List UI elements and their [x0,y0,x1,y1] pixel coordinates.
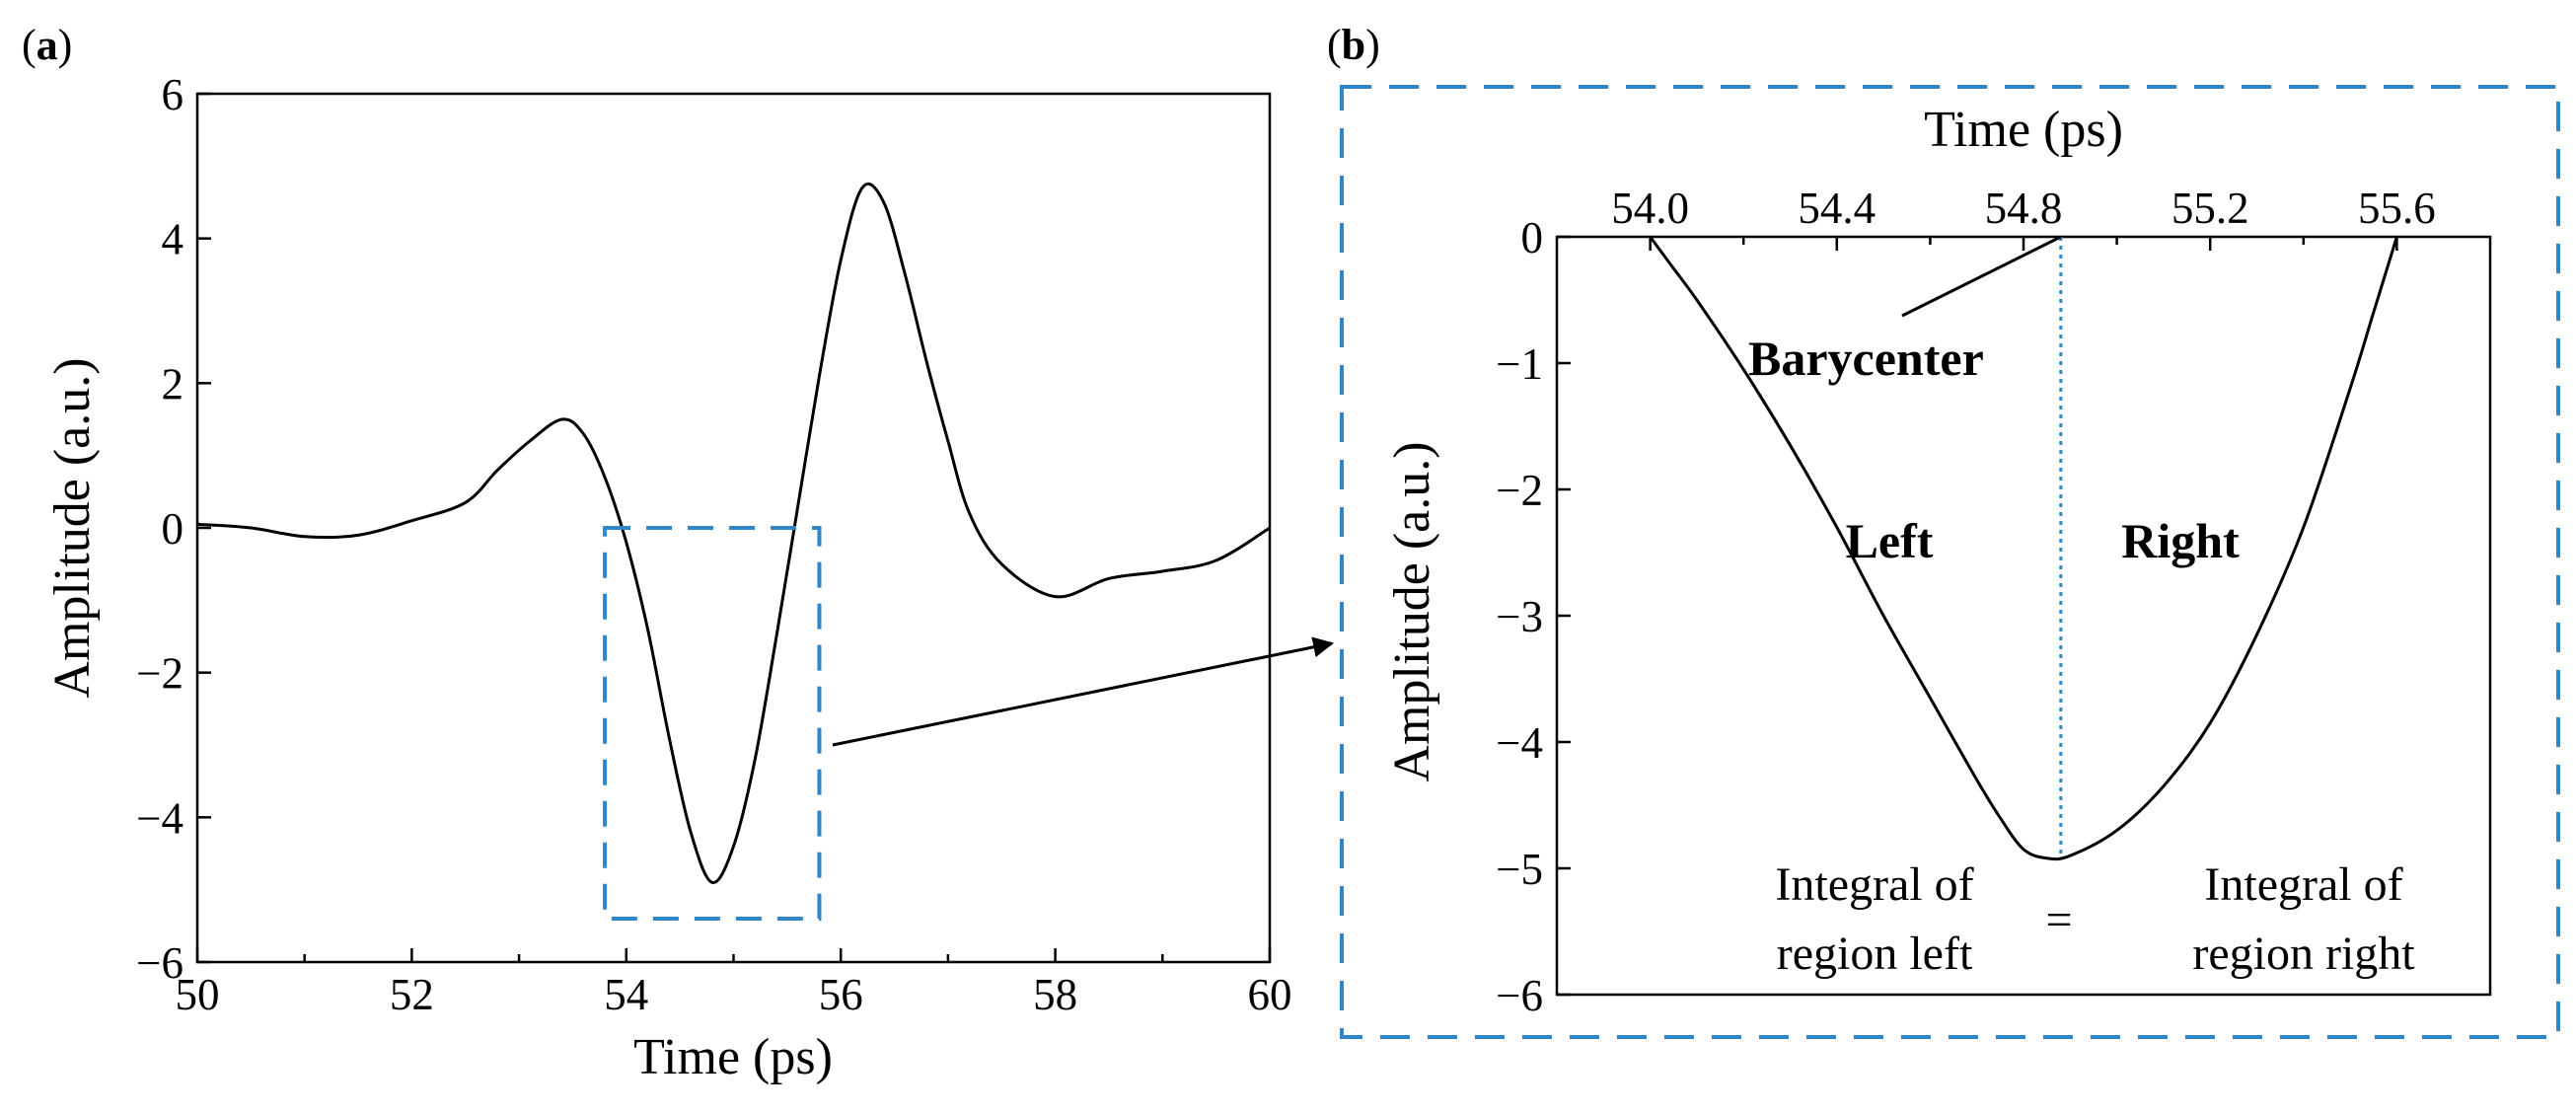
panel-b: (b) 0 −1 −2 −3 −4 −5 −6 54.0 54.4 54.8 55.2 55.6 T… [1327,21,2560,1039]
a-xtick-label: 58 [1033,970,1077,1019]
panel-a-zoom-box [603,526,822,921]
barycenter-pointer [1901,235,2062,318]
panel-b-ylabel: Amplitude (a.u.) [1384,441,1440,781]
integral-left-line1: Integral of [1775,858,1973,911]
a-ytick-label: −2 [136,649,184,699]
panel-b-xlabel: Time (ps) [1924,102,2123,158]
integral-right-line2: region right [2192,928,2415,980]
panel-a-ylabel: Amplitude (a.u.) [44,357,101,698]
b-ytick-label: −3 [1496,592,1543,641]
a-ytick-label: −6 [136,938,184,988]
panel-a-letter: a [37,21,58,69]
left-region-label: Left [1846,513,1934,568]
b-xtick-label: 54.8 [1985,184,2063,233]
panel-a-waveform-line [196,182,1271,884]
integral-left-line2: region left [1777,928,1973,980]
a-xtick-label: 52 [390,970,434,1019]
b-ytick-label: −5 [1496,845,1543,894]
a-xtick-label: 50 [176,970,220,1019]
right-region-label: Right [2121,513,2240,568]
barycenter-label: Barycenter [1748,331,1984,386]
panel-a-xlabel: Time (ps) [633,1029,833,1085]
a-ytick-label: 6 [162,70,184,119]
panel-b-waveform-line [1649,236,2398,861]
b-xtick-label: 55.2 [2171,184,2249,233]
b-ytick-label: −4 [1496,718,1543,768]
b-ytick-label: −6 [1496,971,1543,1020]
panel-a: (a) −6 −4 −2 0 2 4 6 50 52 54 56 58 60 Time (ps) Am… [22,21,1292,1085]
b-ytick-label: 0 [1521,213,1544,262]
panel-a-x-axis: 50 52 54 56 58 60 [176,948,1292,1019]
b-ytick-label: −1 [1496,339,1543,389]
b-ytick-label: −2 [1496,466,1543,515]
zoom-connector-arrow [832,636,1335,747]
panel-a-label: (a) [22,21,72,69]
panel-b-dashed-border [1340,85,2560,1039]
a-xtick-label: 54 [604,970,648,1019]
b-xtick-label: 54.4 [1798,184,1876,233]
integral-right-line1: Integral of [2204,858,2402,911]
b-xtick-label: 55.6 [2358,184,2436,233]
panel-b-x-axis: 54.0 54.4 54.8 55.2 55.6 [1611,184,2436,251]
panel-b-y-axis: 0 −1 −2 −3 −4 −5 −6 [1496,213,1571,1020]
a-ytick-label: −4 [136,793,184,843]
a-xtick-label: 60 [1248,970,1292,1019]
a-ytick-label: 0 [162,504,184,554]
panel-b-label: (b) [1327,21,1380,69]
equals-sign: = [2045,894,2072,946]
panel-b-letter: b [1342,21,1365,69]
a-ytick-label: 2 [162,359,184,409]
a-ytick-label: 4 [162,215,184,264]
a-xtick-label: 56 [819,970,863,1019]
b-xtick-label: 54.0 [1611,184,1689,233]
panel-a-y-axis: −6 −4 −2 0 2 4 6 [136,70,211,988]
